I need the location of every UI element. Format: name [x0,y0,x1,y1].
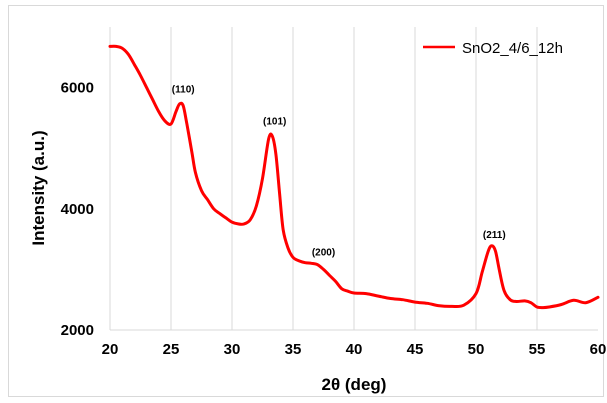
x-tick-label: 50 [468,341,485,358]
legend-label: SnO2_4/6_12h [462,40,563,57]
y-tick-label: 2000 [61,322,94,339]
peak-label: (211) [483,230,506,241]
x-tick-label: 60 [590,341,607,358]
y-axis-title: Intensity (a.u.) [29,130,48,245]
x-tick-label: 40 [346,341,363,358]
peak-label: (101) [263,117,286,128]
axis-layer: 20 25 30 35 40 45 50 55 60 2000 4000 6000 [61,27,607,358]
legend: SnO2_4/6_12h [423,40,563,57]
grid-layer [170,27,538,330]
x-tick-label: 55 [529,341,546,358]
y-tick-label: 6000 [61,80,94,97]
series-layer [108,44,600,310]
x-tick-label: 30 [224,341,241,358]
x-axis-title: 2θ (deg) [322,375,387,394]
x-tick-label: 45 [407,341,424,358]
x-tick-label: 20 [102,341,119,358]
annotation-layer: (110) (101) (200) (211) [172,84,506,258]
chart-frame [8,5,604,397]
series-line-0 [108,44,600,310]
x-tick-label: 35 [285,341,302,358]
x-tick-label: 25 [163,341,180,358]
peak-label: (110) [172,84,195,95]
peak-label: (200) [312,247,335,258]
y-tick-label: 4000 [61,201,94,218]
